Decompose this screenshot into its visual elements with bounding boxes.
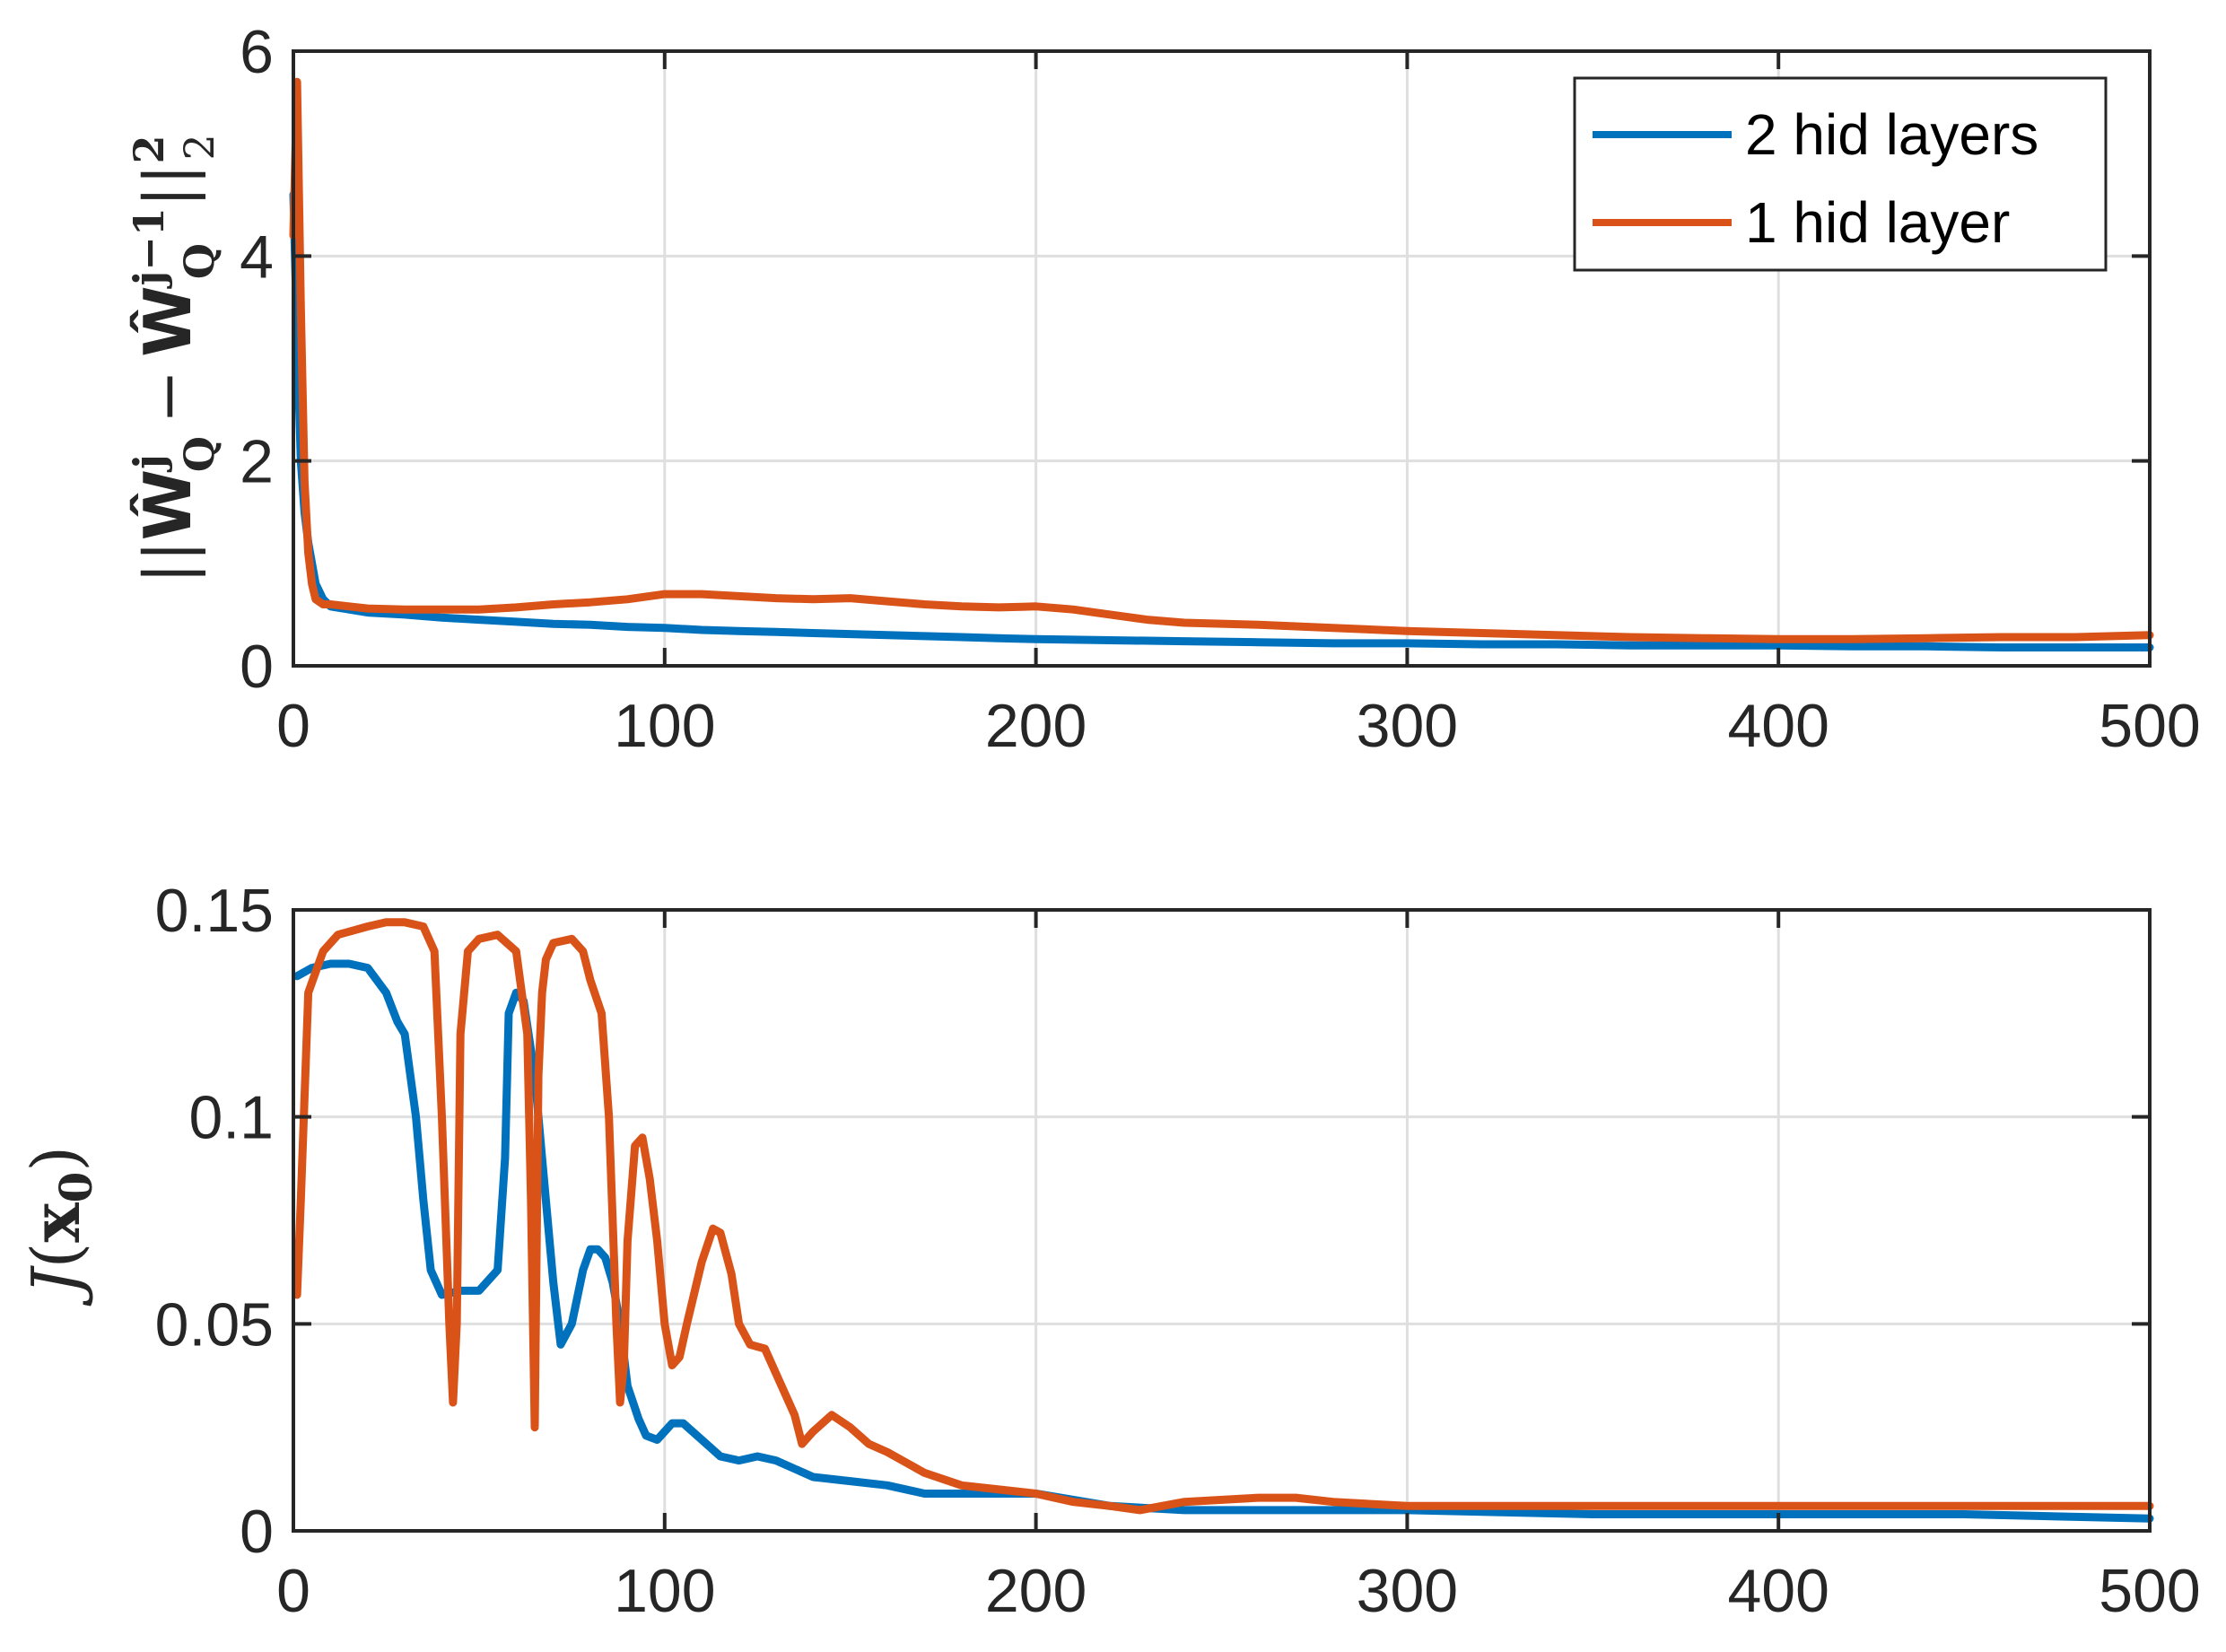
ylabel-bars-open: || — [130, 540, 205, 584]
ylabel-minus: − — [130, 370, 205, 424]
ylabel-sub-q: Q — [175, 436, 223, 472]
ylabel-x: x — [18, 1202, 95, 1243]
ylabel-sup-j: j — [125, 454, 173, 473]
legend-label-1-hid: 1 hid layer — [1745, 190, 2010, 255]
top-x-tick-label-0: 0 — [276, 692, 310, 760]
ylabel-w-hat: Ŵ — [130, 469, 205, 540]
bottom-grid — [293, 910, 2150, 1531]
top-x-tick-label-2: 200 — [985, 692, 1087, 760]
ylabel-sub-q-2: Q — [175, 243, 223, 279]
bottom-ticks: 0 100 200 300 400 500 0 0.05 0.1 0.15 — [155, 877, 2201, 1625]
ylabel-sub-0: 0 — [49, 1172, 102, 1203]
top-x-tick-label-1: 100 — [614, 692, 715, 760]
ylabel-sup-j-1: j−1 — [125, 207, 173, 289]
top-y-tick-label-2: 4 — [240, 223, 274, 291]
ylabel-paren-close: ) — [18, 1146, 95, 1172]
bottom-y-tick-label-0: 0 — [240, 1498, 274, 1566]
svg-text:||ŴjQ−Ŵj−1Q||22: ||ŴjQ−Ŵj−1Q||22 — [125, 134, 223, 584]
bottom-y-tick-label-3: 0.15 — [155, 877, 274, 945]
top-y-axis-label: ||ŴjQ−Ŵj−1Q||22 — [125, 134, 223, 584]
legend-label-2-hid: 2 hid layers — [1745, 102, 2038, 167]
top-x-tick-label-3: 300 — [1357, 692, 1458, 760]
bottom-x-tick-label-1: 100 — [614, 1557, 715, 1625]
legend-box — [1573, 76, 2108, 272]
bottom-series-line-1-hid-layer — [292, 918, 2154, 1515]
top-ticks: 0 100 200 300 400 500 0 2 4 6 — [240, 18, 2201, 760]
bottom-y-tick-label-2: 0.1 — [188, 1084, 274, 1152]
ylabel-end-sup: 2 — [125, 135, 173, 164]
ylabel-end-sub: 2 — [175, 134, 223, 160]
svg-text:J(x0): J(x0) — [18, 1146, 102, 1307]
top-x-tick-label-4: 400 — [1727, 692, 1829, 760]
legend: 2 hid layers 1 hid layer — [1573, 76, 2108, 272]
bottom-x-tick-label-5: 500 — [2099, 1557, 2200, 1625]
bottom-x-tick-label-2: 200 — [985, 1557, 1087, 1625]
ylabel-paren-open: ( — [18, 1243, 95, 1269]
ylabel-bars-close: || — [130, 164, 205, 208]
top-y-tick-label-1: 2 — [240, 428, 274, 496]
bottom-y-tick-label-1: 0.05 — [155, 1290, 274, 1359]
bottom-x-tick-label-0: 0 — [276, 1557, 310, 1625]
bottom-series — [292, 918, 2154, 1523]
bottom-y-axis-label: J(x0) — [18, 1146, 102, 1307]
top-y-tick-label-3: 6 — [240, 18, 274, 86]
bottom-axes-box — [292, 908, 2152, 1533]
bottom-x-tick-label-3: 300 — [1357, 1557, 1458, 1625]
top-axes-box — [292, 49, 2152, 668]
bottom-chart: 0 100 200 300 400 500 0 0.05 0.1 0.15 J(x0) — [18, 877, 2201, 1625]
top-series — [289, 77, 2154, 651]
top-y-tick-label-0: 0 — [240, 633, 274, 701]
top-series-line-1-hid-layer — [289, 77, 2154, 643]
ylabel-w-hat-2: Ŵ — [130, 285, 205, 356]
bottom-x-tick-label-4: 400 — [1727, 1557, 1829, 1625]
top-x-tick-label-5: 500 — [2099, 692, 2200, 760]
